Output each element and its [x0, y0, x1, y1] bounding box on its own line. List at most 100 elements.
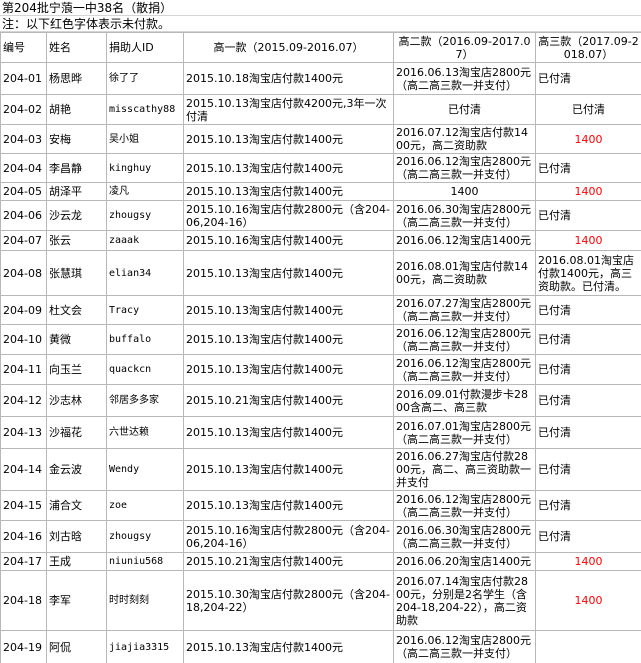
table-cell: 沙志林	[46, 384, 107, 417]
table-cell: 已付清	[535, 416, 641, 449]
table-cell: 2015.10.13淘宝店付款1400元	[183, 416, 394, 449]
table-cell: 204-16	[0, 520, 47, 553]
table-cell: 杜文会	[46, 295, 107, 325]
table-row: 204-13 沙福花 六世达赖 2015.10.13淘宝店付款1400元 2016.07…	[0, 416, 641, 449]
table-cell: 沙福花	[46, 416, 107, 449]
table-cell: 2016.06.13淘宝店2800元（高二高三款一并支付）	[393, 62, 536, 95]
table-cell: zhougsy	[106, 200, 184, 231]
table-cell: 2015.10.13淘宝店付款1400元	[183, 182, 394, 201]
table-cell: 已付清	[535, 448, 641, 491]
table-cell: 李昌静	[46, 153, 107, 183]
table-cell: 204-14	[0, 448, 47, 491]
column-header: 捐助人ID	[106, 32, 184, 63]
table-cell: kinghuy	[106, 153, 184, 183]
table-row: 204-03 安梅 吴小姐 2015.10.13淘宝店付款1400元 2016.07.1…	[0, 124, 641, 154]
table-cell: 2016.07.01淘宝店2800元（高二高三款一并支付）	[393, 416, 536, 449]
table-cell: 204-03	[0, 124, 47, 154]
table-cell: zaaak	[106, 230, 184, 251]
table-cell: 李军	[46, 570, 107, 631]
table-cell: 2016.07.27淘宝店2800元（高二高三款一并支付）	[393, 295, 536, 325]
table-cell: jiajia3315	[106, 630, 184, 663]
table-cell: 刘古晗	[46, 520, 107, 553]
table-cell: 2015.10.13淘宝店付款1400元	[183, 153, 394, 183]
table-cell: 204-12	[0, 384, 47, 417]
table-row: 204-09 杜文会 Tracy 2015.10.13淘宝店付款1400元 2016.0…	[0, 295, 641, 325]
table-cell	[535, 630, 641, 663]
donation-table: 编号 姓名 捐助人ID 高一款（2015.09-2016.07） 高二款（2016.09…	[0, 32, 641, 663]
table-cell: 时时刻刻	[106, 570, 184, 631]
table-cell: 已付清	[535, 200, 641, 231]
table-row: 204-17 王成 niuniu568 2015.10.21淘宝店付款1400元 201…	[0, 552, 641, 571]
table-row: 204-08 张慧琪 elian34 2015.10.13淘宝店付款1400元 2016…	[0, 250, 641, 296]
table-cell: 1400	[535, 552, 641, 571]
table-cell: 2015.10.13淘宝店付款1400元	[183, 295, 394, 325]
table-cell: 2016.09.01付款漫步卡2800含高二、高三款	[393, 384, 536, 417]
table-cell: 沙云龙	[46, 200, 107, 231]
table-cell: 向玉兰	[46, 354, 107, 385]
column-header: 编号	[0, 32, 47, 63]
table-cell: 2016.06.20淘宝店1400元	[393, 552, 536, 571]
table-row: 204-11 向玉兰 quackcn 2015.10.13淘宝店付款1400元 2016…	[0, 354, 641, 385]
table-row: 204-04 李昌静 kinghuy 2015.10.13淘宝店付款1400元 2016…	[0, 153, 641, 183]
table-cell: 黄微	[46, 324, 107, 355]
table-cell: 浦合文	[46, 490, 107, 521]
table-cell: 金云波	[46, 448, 107, 491]
table-cell: 1400	[535, 570, 641, 631]
table-cell: 2015.10.13淘宝店付款1400元	[183, 124, 394, 154]
sheet-note: 注：以下红色字体表示未付款。	[0, 16, 641, 32]
table-cell: 阿侃	[46, 630, 107, 663]
table-cell: 已付清	[535, 324, 641, 355]
table-cell: 2015.10.18淘宝店付款1400元	[183, 62, 394, 95]
table-cell: 凌凡	[106, 182, 184, 201]
table-cell: quackcn	[106, 354, 184, 385]
table-cell: 杨思晔	[46, 62, 107, 95]
table-cell: 204-15	[0, 490, 47, 521]
table-cell: 2015.10.13淘宝店付款1400元	[183, 630, 394, 663]
table-row: 204-10 黄微 buffalo 2015.10.13淘宝店付款1400元 2016.…	[0, 324, 641, 355]
table-cell: 张慧琪	[46, 250, 107, 296]
table-cell: 2016.08.01淘宝店付款1400元，高三资助款。已付清。	[535, 250, 641, 296]
table-cell: 六世达赖	[106, 416, 184, 449]
column-header: 高二款（2016.09-2017.07）	[393, 32, 536, 63]
table-cell: 204-18	[0, 570, 47, 631]
table-cell: 2015.10.16淘宝店付款2800元（含204-06,204-16）	[183, 520, 394, 553]
table-cell: 204-04	[0, 153, 47, 183]
table-cell: 2016.06.12淘宝店2800元（高二高三款一并支付）	[393, 153, 536, 183]
table-cell: 204-05	[0, 182, 47, 201]
table-cell: 2015.10.21淘宝店付款1400元	[183, 552, 394, 571]
table-cell: misscathy88	[106, 94, 184, 125]
table-cell: 2016.06.12淘宝店2800元（高二高三款一并支付）	[393, 324, 536, 355]
table-row: 204-02 胡艳 misscathy88 2015.10.13淘宝店付款4200元,…	[0, 94, 641, 125]
table-cell: niuniu568	[106, 552, 184, 571]
column-header: 高三款（2017.09-2018.07）	[535, 32, 641, 63]
table-row: 204-12 沙志林 邻居多多家 2015.10.21淘宝店付款1400元 2016.0…	[0, 384, 641, 417]
table-cell: 邻居多多家	[106, 384, 184, 417]
table-cell: 204-08	[0, 250, 47, 296]
table-cell: 胡泽平	[46, 182, 107, 201]
table-cell: 2016.06.30淘宝店2800元（高二高三款一并支付）	[393, 520, 536, 553]
table-cell: 1400	[535, 124, 641, 154]
table-cell: 2016.06.12淘宝店1400元	[393, 230, 536, 251]
table-cell: 已付清	[535, 354, 641, 385]
table-row: 204-16 刘古晗 zhougsy 2015.10.16淘宝店付款2800元（含20…	[0, 520, 641, 553]
table-cell: 已付清	[535, 490, 641, 521]
table-cell: 1400	[535, 182, 641, 201]
table-cell: 2015.10.13淘宝店付款1400元	[183, 354, 394, 385]
table-cell: 胡艳	[46, 94, 107, 125]
table-cell: 204-01	[0, 62, 47, 95]
table-cell: 2016.06.27淘宝店付款2800元，高二、高三资助款一并支付	[393, 448, 536, 491]
sheet-title: 第204批宁蒗一中38名（散捐）	[0, 0, 641, 16]
table-cell: 2015.10.13淘宝店付款1400元	[183, 448, 394, 491]
table-cell: 已付清	[535, 62, 641, 95]
table-cell: 2015.10.13淘宝店付款1400元	[183, 490, 394, 521]
table-cell: 张云	[46, 230, 107, 251]
table-cell: 2015.10.30淘宝店付款2800元（含204-18,204-22）	[183, 570, 394, 631]
table-cell: 204-10	[0, 324, 47, 355]
table-row: 204-15 浦合文 zoe 2015.10.13淘宝店付款1400元 2016.06.…	[0, 490, 641, 521]
table-cell: 2015.10.16淘宝店付款2800元（含204-06,204-16）	[183, 200, 394, 231]
table-cell: 204-13	[0, 416, 47, 449]
table-cell: 2016.06.12淘宝店2800元（高二高三款一并支付）	[393, 630, 536, 663]
table-cell: 204-06	[0, 200, 47, 231]
table-row: 204-06 沙云龙 zhougsy 2015.10.16淘宝店付款2800元（含20…	[0, 200, 641, 231]
